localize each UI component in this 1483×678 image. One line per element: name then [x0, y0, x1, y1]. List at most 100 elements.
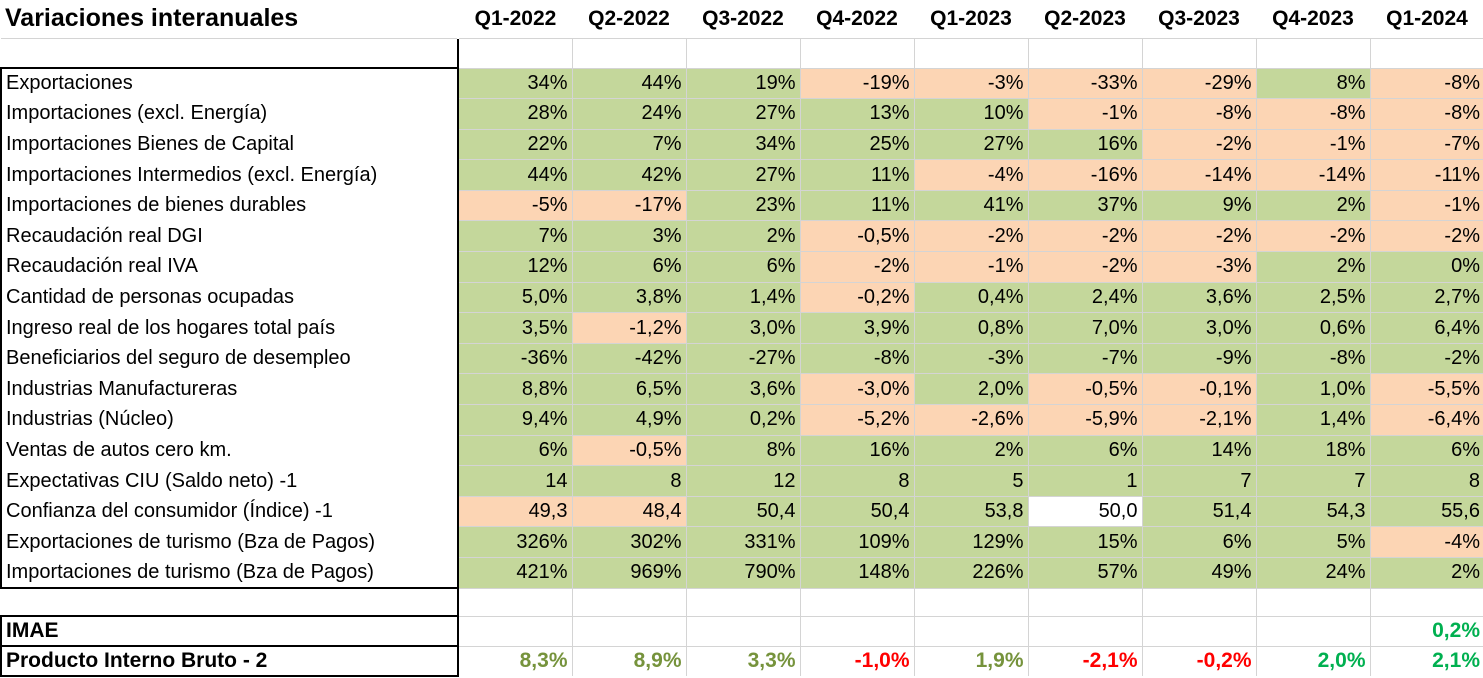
value-cell: 0,8% — [913, 312, 1028, 344]
value-cell: 27% — [913, 128, 1028, 160]
table-row: Recaudación real DGI 7% 3% 2% -0,5% -2% -2% -2%… — [0, 220, 1483, 252]
value-cell: 15% — [1027, 526, 1142, 558]
value-cell: 0,2% — [685, 404, 800, 436]
row-label: Confianza del consumidor (Índice) -1 — [0, 496, 459, 527]
quarter-header: Q3-2023 — [1142, 0, 1256, 38]
value-cell: 9,4% — [457, 404, 572, 436]
table-row: Importaciones de bienes durables -5% -17% 2… — [0, 189, 1483, 221]
value-cell: 18% — [1255, 434, 1370, 466]
spacer-cell — [571, 587, 686, 617]
value-cell: 2,7% — [1369, 281, 1483, 313]
quarter-header: Q4-2023 — [1256, 0, 1370, 38]
spacer-cell — [1369, 587, 1483, 617]
value-cell: 2% — [1369, 557, 1483, 589]
value-cell: 2% — [685, 220, 800, 252]
value-cell: -1% — [1255, 128, 1370, 160]
value-cell: -8% — [1255, 98, 1370, 130]
row-label: Importaciones (excl. Energía) — [0, 98, 459, 130]
value-cell: 8 — [799, 465, 914, 497]
value-cell: -27% — [685, 342, 800, 374]
table-row: Cantidad de personas ocupadas 5,0% 3,8% 1,4… — [0, 281, 1483, 313]
value-cell: 2% — [913, 434, 1028, 466]
row-label: Recaudación real DGI — [0, 220, 459, 252]
value-cell: 3,0% — [685, 312, 800, 344]
value-cell: -29% — [1141, 67, 1256, 99]
table-row: Importaciones de turismo (Bza de Pagos) 4… — [0, 557, 1483, 590]
table-row: Exportaciones de turismo (Bza de Pagos) 3… — [0, 526, 1483, 558]
value-cell: 6,4% — [1369, 312, 1483, 344]
table-row: Ventas de autos cero km. 6% -0,5% 8% 16% 2% 6%… — [0, 434, 1483, 466]
table-row: Industrias Manufactureras 8,8% 6,5% 3,6% -3,… — [0, 373, 1483, 405]
summary-value-cell: 0,2% — [1369, 615, 1483, 647]
row-label: Expectativas CIU (Saldo neto) -1 — [0, 465, 459, 497]
value-cell: -36% — [457, 342, 572, 374]
value-cell: -5,2% — [799, 404, 914, 436]
quarter-header: Q2-2022 — [572, 0, 686, 38]
summary-value-cell: 8,3% — [457, 645, 572, 677]
value-cell: -8% — [1141, 98, 1256, 130]
value-cell: 0,6% — [1255, 312, 1370, 344]
value-cell: -5% — [457, 189, 572, 221]
table-row: Importaciones Intermedios (excl. Energía… — [0, 159, 1483, 191]
value-cell: 129% — [913, 526, 1028, 558]
value-cell: -6,4% — [1369, 404, 1483, 436]
row-label: Importaciones Intermedios (excl. Energía… — [0, 159, 459, 191]
value-cell: 0,4% — [913, 281, 1028, 313]
value-cell: -0,2% — [799, 281, 914, 313]
value-cell: 8% — [685, 434, 800, 466]
value-cell: 16% — [799, 434, 914, 466]
value-cell: 421% — [457, 557, 572, 589]
value-cell: 7,0% — [1027, 312, 1142, 344]
value-cell: -2% — [913, 220, 1028, 252]
summary-value-cell: -1,0% — [799, 645, 914, 677]
table-row: Ingreso real de los hogares total país 3,… — [0, 312, 1483, 344]
value-cell: -11% — [1369, 159, 1483, 191]
value-cell: 3,8% — [571, 281, 686, 313]
value-cell: 8,8% — [457, 373, 572, 405]
value-cell: -1% — [1369, 189, 1483, 221]
value-cell: 1,4% — [1255, 404, 1370, 436]
value-cell: 44% — [457, 159, 572, 191]
value-cell: 326% — [457, 526, 572, 558]
summary-value-cell — [1141, 615, 1256, 647]
value-cell: -19% — [799, 67, 914, 99]
value-cell: -8% — [1369, 98, 1483, 130]
value-cell: 9% — [1141, 189, 1256, 221]
summary-value-cell — [913, 615, 1028, 647]
spacer-cell — [685, 587, 800, 617]
value-cell: 11% — [799, 189, 914, 221]
value-cell: -3% — [913, 67, 1028, 99]
summary-row: Producto Interno Bruto - 2 8,3% 8,9% 3,3% -1… — [0, 645, 1483, 678]
value-cell: -33% — [1027, 67, 1142, 99]
summary-value-cell: -2,1% — [1027, 645, 1142, 677]
summary-value-cell — [457, 615, 572, 647]
value-cell: 5,0% — [457, 281, 572, 313]
value-cell: 49% — [1141, 557, 1256, 589]
value-cell: 24% — [1255, 557, 1370, 589]
value-cell: 6% — [571, 251, 686, 283]
value-cell: 5 — [913, 465, 1028, 497]
value-cell: 50,0 — [1027, 495, 1142, 527]
spacer-cell — [1255, 587, 1370, 617]
value-cell: -1,2% — [571, 312, 686, 344]
value-cell: -0,5% — [799, 220, 914, 252]
value-cell: 24% — [571, 98, 686, 130]
value-cell: 6,5% — [571, 373, 686, 405]
value-cell: 5% — [1255, 526, 1370, 558]
row-label: Industrias Manufactureras — [0, 373, 459, 405]
value-cell: 3,6% — [1141, 281, 1256, 313]
value-cell: -1% — [913, 251, 1028, 283]
value-cell: 28% — [457, 98, 572, 130]
value-cell: 55,6 — [1369, 495, 1483, 527]
value-cell: 50,4 — [685, 495, 800, 527]
summary-value-cell — [571, 615, 686, 647]
value-cell: -5,9% — [1027, 404, 1142, 436]
quarter-header: Q1-2024 — [1370, 0, 1483, 38]
value-cell: 2,5% — [1255, 281, 1370, 313]
value-cell: 41% — [913, 189, 1028, 221]
value-cell: -8% — [1255, 342, 1370, 374]
value-cell: 22% — [457, 128, 572, 160]
summary-value-cell — [1027, 615, 1142, 647]
value-cell: 27% — [685, 159, 800, 191]
